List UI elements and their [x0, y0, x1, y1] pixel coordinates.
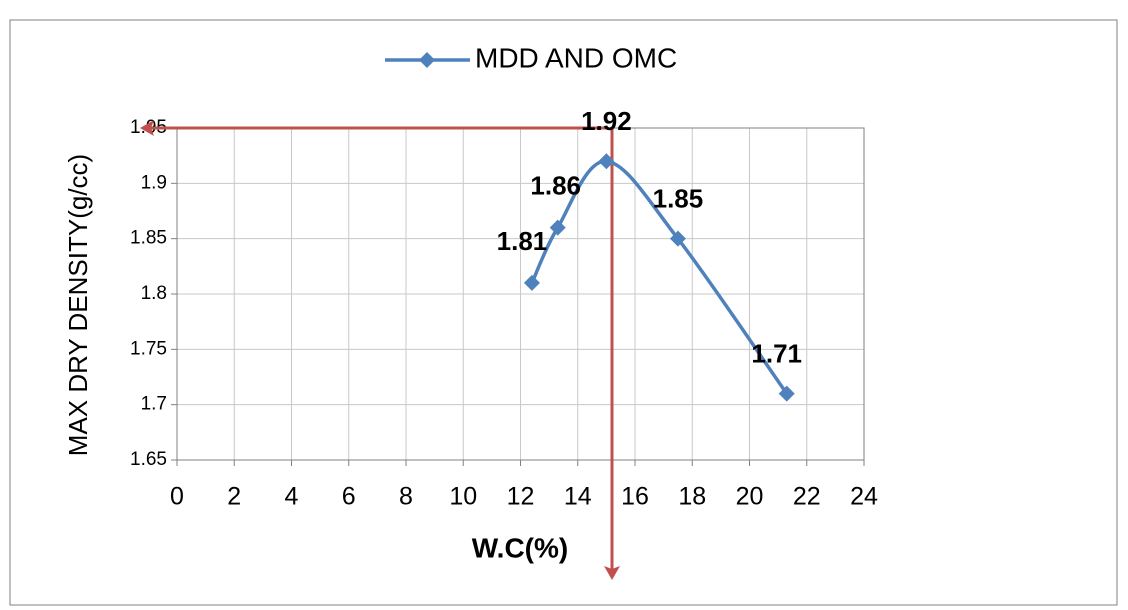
- x-tick-label: 4: [285, 483, 299, 511]
- x-tick-label: 8: [399, 483, 413, 511]
- x-tick-label: 14: [564, 483, 592, 511]
- x-tick-label: 12: [507, 483, 535, 511]
- data-label: 1.85: [653, 184, 704, 214]
- arrow-head: [604, 566, 620, 580]
- y-tick-label: 1.75: [130, 338, 167, 359]
- y-tick-label: 1.7: [141, 394, 167, 415]
- y-tick-label: 1.9: [141, 172, 167, 193]
- legend-marker: [419, 52, 435, 68]
- data-point: [778, 385, 795, 402]
- data-point: [598, 153, 615, 170]
- data-point: [669, 230, 686, 247]
- x-tick-label: 0: [170, 483, 184, 511]
- data-label: 1.86: [530, 170, 581, 200]
- x-tick-label: 10: [449, 483, 477, 511]
- y-axis-label: MAX DRY DENSITY(g/cc): [63, 154, 93, 456]
- annotation-arrows: [140, 120, 620, 580]
- data-label: 1.81: [497, 226, 548, 256]
- data-point: [549, 219, 566, 236]
- x-tick-label: 20: [736, 483, 764, 511]
- x-tick-label: 16: [621, 483, 649, 511]
- data-point: [523, 274, 540, 291]
- x-tick-label: 6: [342, 483, 356, 511]
- data-label: 1.92: [581, 106, 632, 136]
- x-tick-label: 22: [793, 483, 821, 511]
- data-label: 1.71: [751, 338, 802, 368]
- x-axis-label: W.C(%): [472, 532, 568, 563]
- chart-border: [9, 19, 1118, 606]
- legend-label: MDD AND OMC: [475, 42, 677, 73]
- arrow-head: [140, 120, 154, 136]
- y-tick-label: 1.8: [141, 283, 167, 304]
- x-tick-label: 18: [678, 483, 706, 511]
- y-tick-label: 1.85: [130, 228, 167, 249]
- plot: 1.651.71.751.81.851.91.95024681012141618…: [130, 117, 878, 511]
- y-tick-label: 1.65: [130, 449, 167, 470]
- x-tick-label: 2: [227, 483, 241, 511]
- x-tick-label: 24: [850, 483, 878, 511]
